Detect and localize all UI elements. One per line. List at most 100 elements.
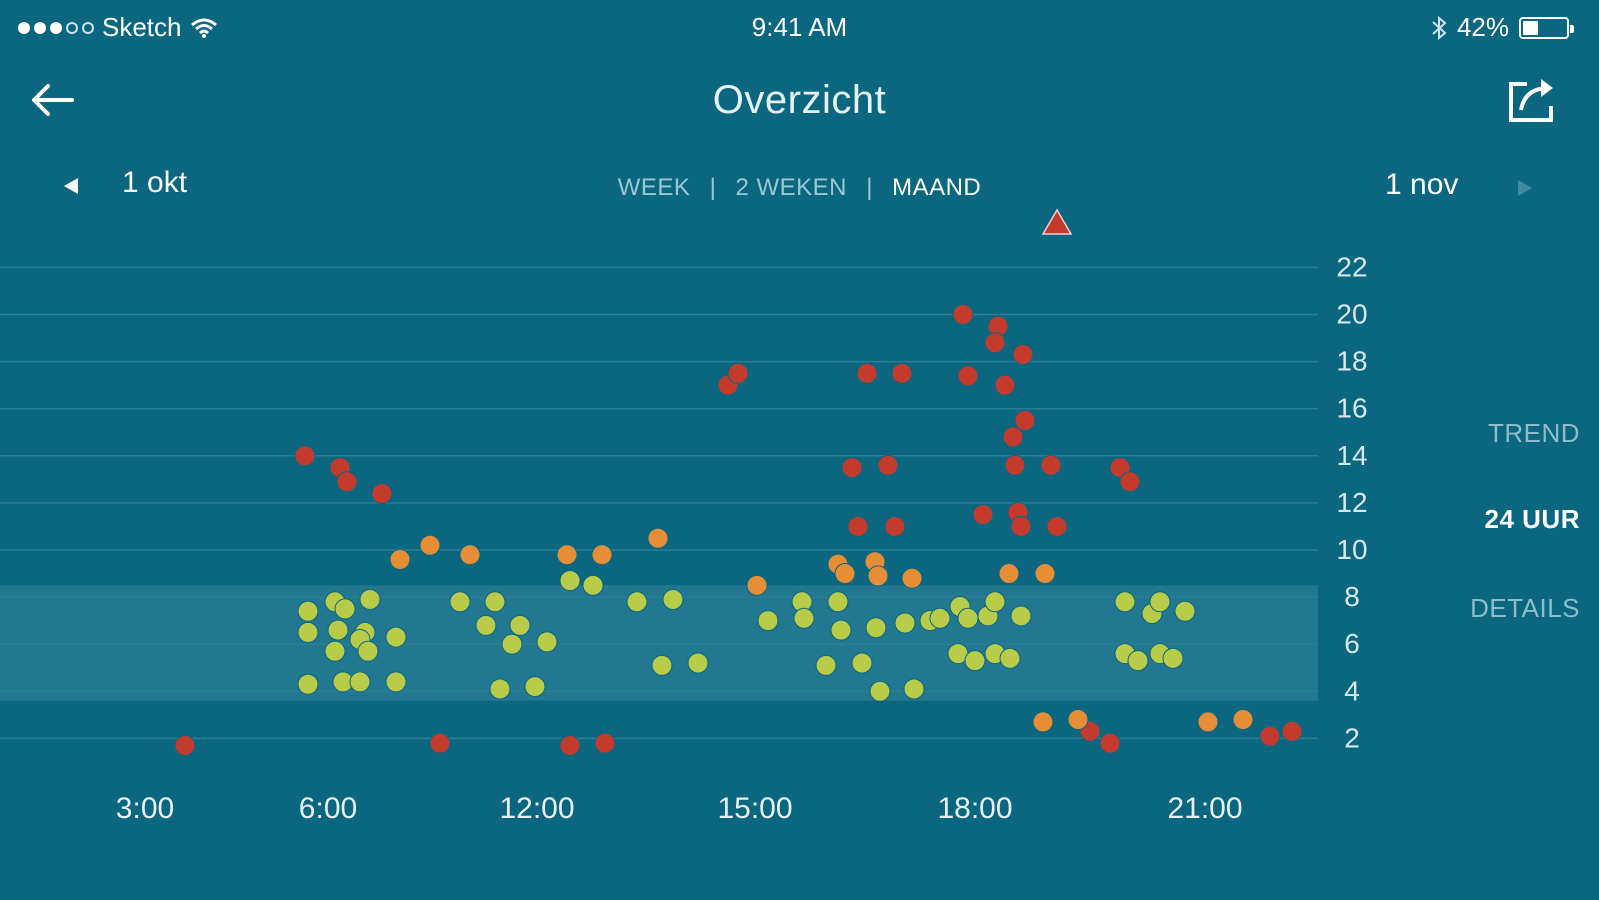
data-point [647,527,669,549]
data-point [336,471,358,493]
data-point [509,614,531,636]
menu-item-24-uur[interactable]: 24 UUR [1484,504,1580,534]
y-tick-label: 12 [1336,487,1367,518]
battery-percentage: 42% [1456,12,1509,42]
y-tick-label: 22 [1336,251,1367,282]
data-point [1040,454,1062,476]
x-tick-label: 6:00 [299,792,357,825]
data-point [385,671,407,693]
view-menu: TREND 24 UUR DETAILS [1400,0,1580,900]
x-tick-label: 21:00 [1167,792,1242,825]
data-point [371,482,393,504]
carrier-group: Sketch [18,12,218,43]
signal-strength-icon [18,21,94,34]
data-point [957,607,979,629]
data-point [793,607,815,629]
x-tick-label: 18:00 [937,792,1012,825]
data-point [324,640,346,662]
data-point [489,678,511,700]
data-point [174,734,196,756]
data-point [419,534,441,556]
y-tick-label: 6 [1344,628,1360,659]
data-point [1232,709,1254,731]
range-start-date: 1 okt [122,166,188,199]
data-point [994,374,1016,396]
next-period-button[interactable] [1512,176,1536,200]
data-point [891,362,913,384]
data-point [1162,647,1184,669]
data-point [501,633,523,655]
data-point [524,676,546,698]
data-point [582,574,604,596]
data-point [757,610,779,632]
segment-divider: | [709,174,717,201]
data-point [1004,454,1026,476]
data-point [957,365,979,387]
data-point [841,457,863,479]
data-point [815,654,837,676]
data-point [484,591,506,613]
data-point [827,591,849,613]
status-right: 42% [1431,12,1574,43]
x-tick-label: 3:00 [116,792,174,825]
wifi-icon [190,18,217,38]
data-point [459,544,481,566]
data-point [856,362,878,384]
data-point [851,652,873,674]
triangle-left-icon [64,178,78,194]
data-point [687,652,709,674]
data-point [556,544,578,566]
data-point [359,588,381,610]
previous-period-button[interactable] [60,174,84,198]
segment-month[interactable]: MAAND [892,174,982,201]
share-button[interactable] [1505,74,1561,126]
data-point [594,732,616,754]
data-point [1002,426,1024,448]
segment-week[interactable]: WEEK [617,174,691,201]
data-point [894,612,916,634]
segment-2-weeks[interactable]: 2 WEKEN [735,174,848,201]
target-range-band [0,585,1318,701]
data-point [559,734,581,756]
data-point [297,600,319,622]
data-point [972,504,994,526]
data-point [830,619,852,641]
data-point [1010,605,1032,627]
data-point [294,445,316,467]
data-point [1119,471,1141,493]
page-title: Overzicht [712,78,887,122]
range-end-date: 1 nov [1385,168,1459,201]
data-point [1067,709,1089,731]
data-point [327,619,349,641]
triangle-marker-icon [1041,208,1073,235]
back-button[interactable] [28,78,76,122]
triangle-right-icon [1518,180,1532,196]
battery-level [1523,20,1539,35]
data-point [1012,344,1034,366]
data-point [834,563,856,585]
data-point [929,607,951,629]
data-point [591,544,613,566]
data-point [901,567,923,589]
menu-item-details[interactable]: DETAILS [1470,593,1580,623]
data-point [727,362,749,384]
menu-item-trend[interactable]: TREND [1487,418,1580,448]
data-point [429,732,451,754]
data-point [536,631,558,653]
navigation-bar: Overzicht [0,60,1599,140]
y-tick-label: 8 [1344,581,1360,612]
share-icon [1509,79,1553,122]
segment-divider: | [866,174,873,201]
data-point [297,621,319,643]
data-point [1149,591,1171,613]
data-point [1114,591,1136,613]
data-point [1127,650,1149,672]
status-time: 9:41 AM [751,12,848,42]
data-point [349,671,371,693]
scatter-chart: 2 4 6 8 10 12 14 16 18 20 22 3:00 6:00 12:00 15:00 18:… [0,208,1368,825]
y-tick-label: 14 [1336,440,1367,471]
y-tick-label: 20 [1336,299,1367,330]
data-point [1046,515,1068,537]
data-point [1197,711,1219,733]
data-point [867,565,889,587]
